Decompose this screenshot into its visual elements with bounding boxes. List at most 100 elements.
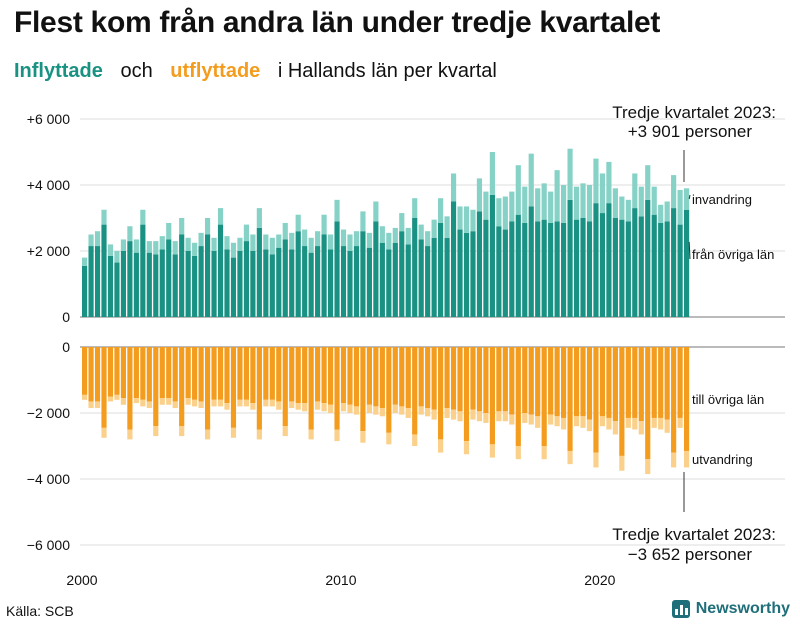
bar-in-other-county	[308, 252, 314, 317]
bar-in-immigration	[114, 251, 120, 263]
bar-out-emigration	[509, 414, 515, 425]
bar-out-emigration	[392, 404, 398, 413]
bar-in-immigration	[133, 239, 139, 253]
bar-in-other-county	[612, 218, 618, 317]
bar-out-other-county	[204, 347, 211, 430]
bar-in-immigration	[230, 242, 237, 258]
y-tick-label: −6 000	[27, 537, 70, 553]
bar-in-immigration	[399, 213, 405, 232]
annotation-bottom-line2: −3 652 personer	[628, 545, 753, 564]
bar-in-other-county	[483, 219, 489, 317]
bar-in-other-county	[528, 206, 534, 317]
bar-out-other-county	[463, 347, 470, 442]
bar-out-other-county	[399, 347, 405, 407]
series-label-till-ovriga-lan: till övriga län	[692, 392, 764, 407]
bar-in-immigration	[340, 229, 347, 247]
bar-out-emigration	[515, 446, 521, 460]
bar-out-emigration	[379, 408, 385, 417]
bar-out-other-county	[94, 347, 101, 402]
bar-in-other-county	[658, 222, 664, 317]
bar-in-other-county	[114, 262, 120, 317]
bar-out-emigration	[593, 452, 599, 468]
bar-out-other-county	[619, 347, 625, 456]
bar-in-immigration	[586, 185, 593, 222]
bar-in-immigration	[599, 173, 606, 214]
bar-out-other-county	[340, 347, 347, 404]
bar-in-immigration	[179, 218, 185, 235]
bar-in-other-county	[457, 229, 463, 317]
bar-in-other-county	[269, 254, 275, 317]
bar-in-other-county	[593, 203, 599, 317]
bar-out-emigration	[535, 416, 541, 428]
bar-in-other-county	[127, 241, 133, 317]
bar-in-other-county	[496, 226, 502, 317]
bar-in-other-county	[159, 249, 165, 317]
y-tick-label: 0	[62, 309, 70, 325]
bar-out-emigration	[522, 413, 528, 423]
bar-in-immigration	[379, 226, 385, 243]
bar-in-immigration	[82, 257, 88, 266]
bar-out-emigration	[554, 416, 560, 427]
bar-out-emigration	[308, 429, 314, 440]
bar-out-emigration	[651, 417, 657, 428]
bar-in-immigration	[101, 209, 107, 225]
bar-out-emigration	[340, 403, 347, 412]
bar-in-other-county	[554, 221, 560, 317]
bar-in-immigration	[509, 191, 515, 222]
bar-out-emigration	[586, 419, 593, 432]
bar-out-emigration	[489, 444, 495, 458]
bar-in-immigration	[392, 227, 398, 243]
bar-in-immigration	[425, 231, 431, 247]
bar-out-other-county	[327, 347, 334, 405]
bar-out-other-county	[256, 347, 262, 430]
bar-out-other-county	[198, 347, 204, 402]
bar-in-other-county	[489, 194, 495, 317]
bar-in-immigration	[289, 232, 295, 250]
series-label-invandring: invandring	[692, 192, 752, 207]
annotation-top-line1: Tredje kvartalet 2023:	[612, 103, 776, 122]
bar-out-other-county	[444, 347, 450, 409]
bar-in-other-county	[412, 218, 418, 317]
bar-out-emigration	[483, 413, 489, 423]
bar-out-emigration	[204, 429, 211, 440]
bar-out-other-county	[146, 347, 152, 402]
bar-in-other-county	[567, 199, 573, 317]
bar-out-other-county	[677, 347, 683, 418]
bar-out-emigration	[243, 399, 250, 407]
bar-in-immigration	[444, 216, 450, 238]
bar-in-other-county	[541, 219, 547, 317]
bar-out-other-county	[133, 347, 139, 399]
bar-in-other-county	[172, 254, 178, 317]
bar-in-other-county	[360, 231, 366, 317]
bar-out-other-county	[489, 347, 495, 445]
bar-out-other-county	[243, 347, 250, 400]
bar-in-other-county	[502, 229, 508, 317]
bar-in-immigration	[269, 237, 275, 255]
bar-in-other-county	[237, 251, 243, 317]
bar-out-emigration	[185, 398, 191, 405]
bar-in-other-county	[217, 224, 224, 317]
bar-in-immigration	[528, 153, 534, 207]
bar-out-other-county	[418, 347, 424, 407]
bar-in-immigration	[360, 211, 366, 232]
bar-in-other-county	[166, 239, 172, 317]
bar-out-emigration	[198, 401, 204, 409]
bar-in-other-county	[327, 249, 334, 317]
bar-out-other-county	[263, 347, 269, 400]
bar-in-other-county	[599, 213, 606, 317]
bar-out-emigration	[470, 409, 476, 420]
bar-out-emigration	[217, 399, 224, 407]
bar-in-immigration	[561, 185, 567, 223]
bar-out-emigration	[573, 416, 580, 427]
annotation-top-line2: +3 901 personer	[628, 122, 753, 141]
x-tick-label: 2010	[325, 572, 356, 588]
brand-name: Newsworthy	[695, 600, 790, 617]
bar-out-emigration	[561, 417, 567, 430]
subtitle-rest: i Hallands län per kvartal	[277, 60, 497, 82]
bar-out-other-county	[353, 347, 360, 407]
bar-out-other-county	[561, 347, 567, 418]
bar-out-emigration	[567, 450, 573, 465]
bar-out-emigration	[366, 404, 372, 413]
bar-in-other-county	[224, 249, 230, 317]
bar-in-other-county	[153, 254, 159, 317]
